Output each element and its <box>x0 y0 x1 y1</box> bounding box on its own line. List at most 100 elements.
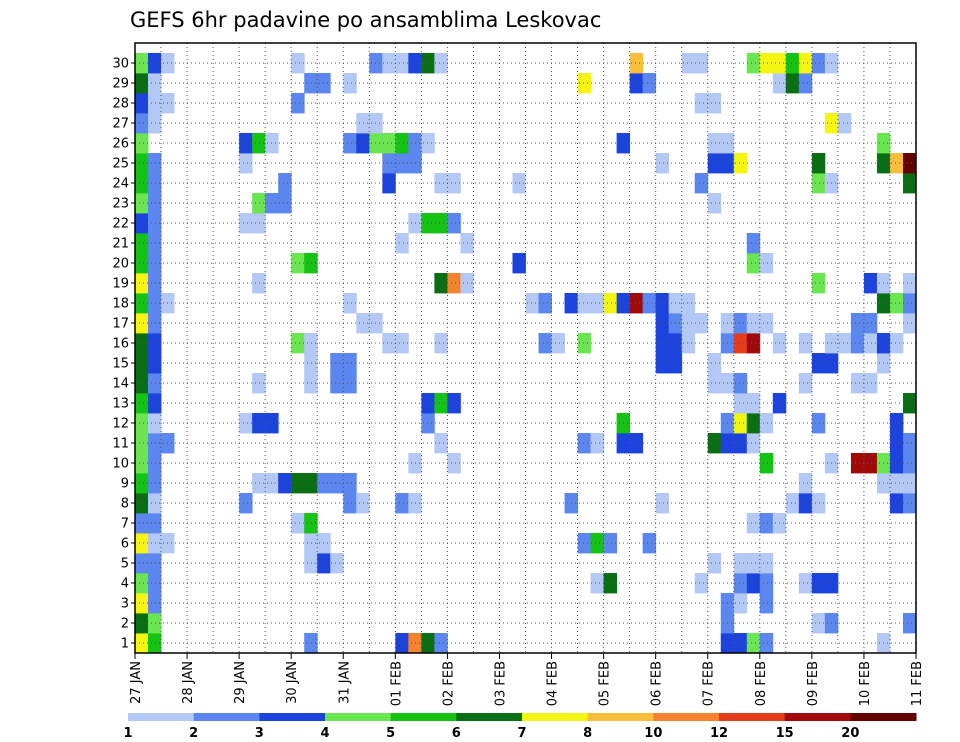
heatmap-cell <box>746 393 761 414</box>
heatmap-cell <box>148 633 162 654</box>
heatmap-cell <box>733 573 748 594</box>
heatmap-cell <box>577 73 591 94</box>
colorbar-swatch <box>850 713 917 721</box>
heatmap-cell <box>707 433 722 454</box>
heatmap-cell <box>733 373 748 394</box>
heatmap-cell <box>343 353 357 374</box>
heatmap-cell <box>759 313 774 334</box>
heatmap-cell <box>655 293 670 314</box>
heatmap-cell <box>148 593 162 614</box>
heatmap-cell <box>811 173 826 194</box>
heatmap-cell <box>850 313 865 334</box>
heatmap-cell <box>343 473 357 494</box>
heatmap-cell <box>395 633 409 654</box>
heatmap-cell <box>304 513 318 534</box>
heatmap-cell <box>148 293 162 314</box>
heatmap-cell <box>798 473 813 494</box>
y-tick-label: 20 <box>112 257 129 272</box>
heatmap-cell <box>590 533 604 554</box>
heatmap-cell <box>135 413 149 434</box>
heatmap-cell <box>135 573 149 594</box>
heatmap-cell <box>902 493 917 514</box>
heatmap-cell <box>135 393 149 414</box>
heatmap-cell <box>525 293 539 314</box>
heatmap-cell <box>148 433 162 454</box>
y-tick-label: 15 <box>112 357 129 372</box>
colorbar-swatch <box>259 713 326 721</box>
heatmap-cell <box>447 173 461 194</box>
heatmap-cell <box>369 53 383 74</box>
heatmap-cell <box>629 433 644 454</box>
heatmap-cell <box>135 473 149 494</box>
heatmap-cell <box>746 313 761 334</box>
heatmap-cell <box>694 173 709 194</box>
heatmap-cell <box>785 73 800 94</box>
y-tick-label: 9 <box>121 477 129 492</box>
heatmap-cell <box>655 493 670 514</box>
heatmap-cell <box>291 333 305 354</box>
heatmap-cell <box>252 473 266 494</box>
heatmap-cell <box>148 253 162 274</box>
heatmap-cell <box>135 313 149 334</box>
heatmap-cell <box>291 93 305 114</box>
heatmap-cell <box>239 213 253 234</box>
heatmap-cell <box>733 413 748 434</box>
colorbar-legend: 1 2 3 4 5 6 7 8 10 12 15 20 <box>123 713 917 741</box>
heatmap-cell <box>252 373 266 394</box>
x-tick-label: 28 JAN <box>181 661 196 704</box>
heatmap-cell <box>590 433 604 454</box>
heatmap-cell <box>135 273 149 294</box>
y-tick-label: 25 <box>112 157 129 172</box>
heatmap-cell <box>655 313 670 334</box>
heatmap-cell <box>356 493 370 514</box>
heatmap-cell <box>278 173 292 194</box>
heatmap-cell <box>434 213 448 234</box>
heatmap-cell <box>889 433 904 454</box>
heatmap-cell <box>733 633 748 654</box>
y-tick-label: 10 <box>112 457 129 472</box>
y-tick-label: 21 <box>112 237 129 252</box>
heatmap-cell <box>863 313 878 334</box>
y-tick-label: 12 <box>112 417 129 432</box>
heatmap-cell <box>148 313 162 334</box>
heatmap-cell <box>902 173 917 194</box>
heatmap-cell <box>798 333 813 354</box>
heatmap-cell <box>135 153 149 174</box>
heatmap-cell <box>863 373 878 394</box>
heatmap-cell <box>343 493 357 514</box>
heatmap-cell <box>785 493 800 514</box>
heatmap-cell <box>798 53 813 74</box>
heatmap-cell <box>395 333 409 354</box>
heatmap-cell <box>759 253 774 274</box>
x-tick-label: 04 FEB <box>546 661 561 706</box>
heatmap-cell <box>343 73 357 94</box>
heatmap-cell <box>135 533 149 554</box>
heatmap-cell <box>135 193 149 214</box>
heatmap-cell <box>590 573 604 594</box>
y-tick-label: 19 <box>112 277 129 292</box>
y-tick-label: 6 <box>121 537 129 552</box>
x-tick-label: 31 JAN <box>337 661 352 704</box>
heatmap-cell <box>135 53 149 74</box>
heatmap-cell <box>798 373 813 394</box>
colorbar-swatch <box>128 713 195 721</box>
heatmap-cell <box>395 493 409 514</box>
heatmap-cell <box>811 493 826 514</box>
heatmap-cell <box>603 293 618 314</box>
heatmap-cell <box>811 573 826 594</box>
heatmap-cell <box>577 293 591 314</box>
heatmap-cell <box>148 153 162 174</box>
heatmap-cell <box>304 333 318 354</box>
heatmap-cell <box>148 613 162 634</box>
heatmap-cell <box>681 333 696 354</box>
heatmap-cell <box>694 573 709 594</box>
heatmap-cell <box>239 413 253 434</box>
heatmap-cell <box>811 153 826 174</box>
heatmap-cell <box>889 333 904 354</box>
heatmap-cell <box>304 73 318 94</box>
heatmap-cell <box>421 133 435 154</box>
heatmap-cell <box>304 473 318 494</box>
heatmap-cell <box>148 473 162 494</box>
heatmap-cell <box>330 373 344 394</box>
